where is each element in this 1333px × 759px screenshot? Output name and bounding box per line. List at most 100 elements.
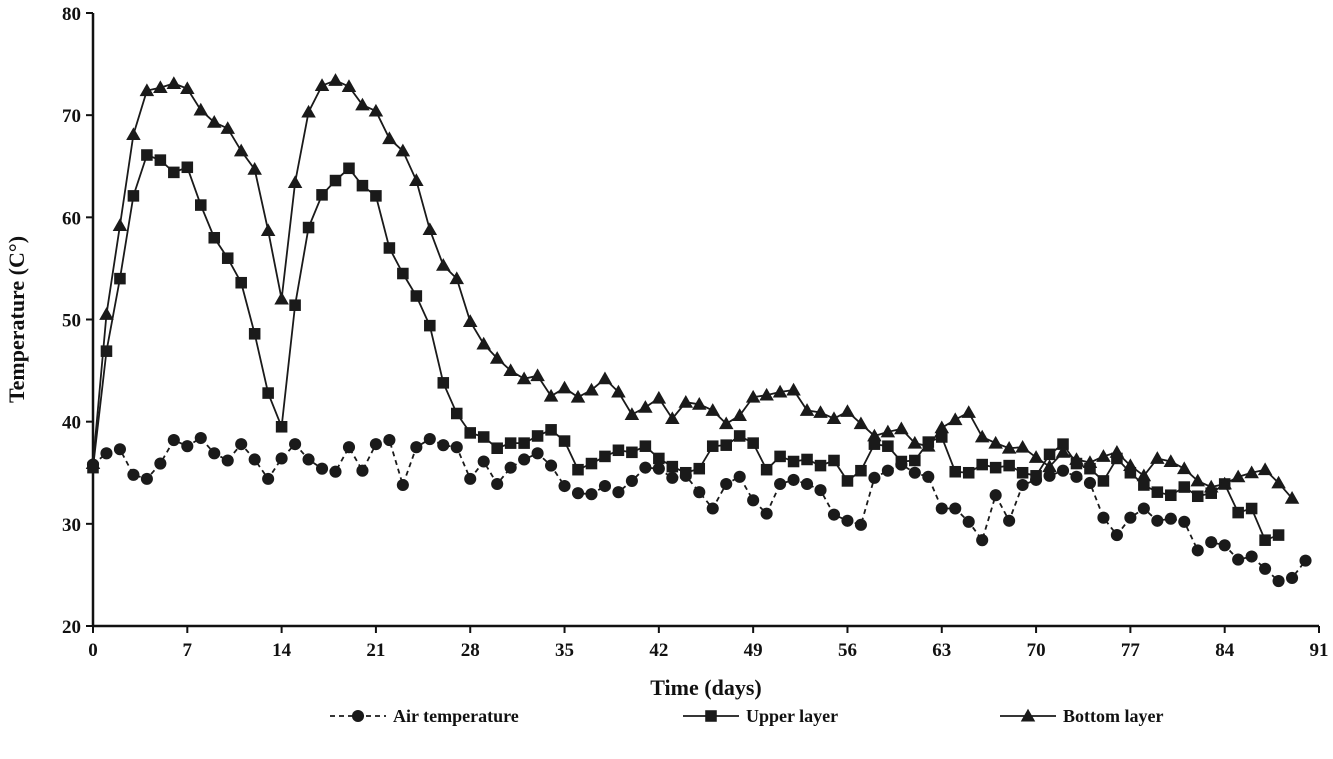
data-point bbox=[974, 429, 990, 443]
data-point bbox=[638, 400, 653, 413]
data-point bbox=[1124, 511, 1137, 524]
data-point bbox=[826, 411, 842, 425]
data-point bbox=[921, 438, 936, 452]
data-point bbox=[355, 97, 370, 111]
data-point bbox=[625, 474, 638, 487]
data-point bbox=[1259, 534, 1271, 546]
data-point bbox=[477, 431, 490, 443]
data-point bbox=[747, 494, 760, 507]
y-tick-label: 50 bbox=[62, 311, 81, 332]
data-point bbox=[1272, 529, 1285, 541]
data-point bbox=[1286, 571, 1299, 585]
legend: Air temperature Upper layer Bottom layer bbox=[330, 706, 1163, 726]
data-point bbox=[504, 437, 517, 449]
data-point bbox=[1299, 554, 1312, 567]
data-point bbox=[383, 242, 396, 254]
data-point bbox=[718, 416, 734, 430]
axes-layer: 20 30 40 50 60 70 80 0 7 14 21 28 35 42 49 56 63 70 77 84 91 bbox=[62, 4, 1329, 661]
data-point bbox=[988, 435, 1003, 449]
data-point bbox=[1136, 468, 1152, 482]
data-point bbox=[1111, 452, 1123, 465]
data-point bbox=[450, 441, 463, 454]
data-point bbox=[976, 534, 989, 547]
x-tick-label: 63 bbox=[932, 640, 951, 661]
data-point bbox=[127, 468, 140, 481]
data-point bbox=[961, 405, 976, 418]
data-point bbox=[289, 438, 302, 451]
data-point bbox=[1084, 462, 1096, 475]
data-point bbox=[220, 121, 235, 134]
data-point bbox=[449, 271, 465, 285]
data-point bbox=[1043, 448, 1056, 461]
data-point bbox=[922, 470, 935, 483]
data-point bbox=[180, 81, 195, 95]
data-point bbox=[235, 438, 248, 451]
data-point bbox=[410, 290, 423, 302]
data-point bbox=[855, 464, 867, 477]
data-point bbox=[787, 455, 800, 468]
data-point bbox=[774, 450, 786, 463]
data-point bbox=[1055, 445, 1071, 458]
data-point bbox=[166, 76, 182, 89]
legend-item: Bottom layer bbox=[1000, 706, 1163, 726]
data-point bbox=[989, 461, 1002, 474]
data-point bbox=[665, 411, 680, 425]
data-point bbox=[557, 380, 572, 394]
data-point bbox=[329, 174, 342, 187]
data-point bbox=[302, 221, 315, 234]
data-point bbox=[1097, 475, 1110, 487]
data-point bbox=[1217, 476, 1232, 490]
data-point bbox=[949, 465, 962, 478]
data-point bbox=[1272, 574, 1285, 588]
data-point bbox=[1070, 470, 1083, 483]
data-point bbox=[1001, 440, 1017, 454]
legend-marker bbox=[705, 710, 717, 722]
data-point bbox=[868, 471, 881, 484]
data-point bbox=[801, 453, 813, 466]
data-point bbox=[1096, 449, 1111, 462]
data-point bbox=[545, 424, 557, 436]
data-point bbox=[624, 407, 640, 420]
data-point bbox=[1165, 489, 1177, 502]
data-point bbox=[85, 456, 101, 469]
data-point bbox=[841, 514, 854, 527]
data-point bbox=[840, 404, 855, 417]
data-point bbox=[558, 479, 571, 493]
data-point bbox=[881, 464, 894, 477]
data-point bbox=[316, 189, 328, 201]
data-point bbox=[1245, 502, 1258, 515]
data-point bbox=[853, 416, 869, 430]
data-point bbox=[611, 384, 626, 398]
data-point bbox=[99, 307, 114, 320]
data-point bbox=[868, 438, 881, 450]
data-point bbox=[450, 407, 463, 420]
data-point bbox=[1151, 514, 1164, 527]
data-point bbox=[585, 457, 598, 470]
data-point bbox=[1137, 502, 1150, 515]
data-point bbox=[153, 80, 168, 94]
data-point bbox=[612, 486, 625, 499]
data-point bbox=[275, 421, 288, 433]
data-point bbox=[423, 432, 436, 446]
data-point bbox=[1097, 511, 1110, 524]
data-point bbox=[989, 489, 1002, 502]
data-point bbox=[491, 477, 504, 491]
data-point bbox=[949, 502, 962, 515]
data-point bbox=[543, 388, 559, 402]
data-point bbox=[976, 458, 988, 471]
x-tick-label: 56 bbox=[838, 640, 857, 661]
data-point bbox=[329, 465, 342, 478]
data-point bbox=[1178, 515, 1191, 528]
x-tick-label: 77 bbox=[1121, 640, 1141, 661]
data-point bbox=[935, 502, 948, 515]
data-point bbox=[1271, 475, 1286, 489]
data-point bbox=[1015, 439, 1030, 453]
data-point bbox=[854, 518, 867, 531]
data-point bbox=[114, 272, 126, 285]
data-point bbox=[745, 389, 761, 403]
data-point bbox=[867, 428, 882, 442]
data-point bbox=[1284, 491, 1300, 504]
data-point bbox=[759, 387, 774, 401]
data-point bbox=[732, 408, 747, 421]
data-point bbox=[841, 475, 854, 487]
